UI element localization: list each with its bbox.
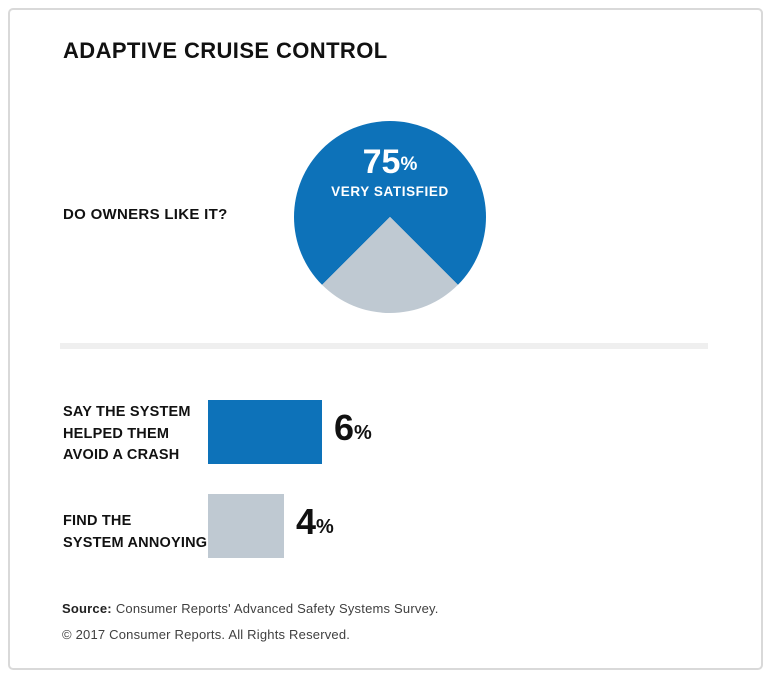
pie-value-number: 75	[362, 143, 401, 181]
bar-label-annoying: FIND THE SYSTEM ANNOYING	[63, 513, 208, 551]
percent-sign: %	[354, 422, 372, 444]
source-label: Source:	[62, 601, 112, 616]
bar-value-annoying: 4%	[296, 501, 334, 542]
satisfaction-pie-chart: 75% VERY SATISFIED	[294, 121, 486, 313]
copyright-line: © 2017 Consumer Reports. All Rights Rese…	[62, 627, 351, 642]
source-line: Source: Consumer Reports' Advanced Safety…	[62, 601, 439, 616]
pie-sublabel: VERY SATISFIED	[331, 184, 449, 199]
section-divider	[60, 343, 708, 349]
percent-sign: %	[316, 516, 334, 538]
bar-label-avoid-crash: SAY THE SYSTEM HELPED THEM AVOID A CRASH	[63, 404, 191, 463]
page-title: ADAPTIVE CRUISE CONTROL	[63, 38, 388, 63]
pie-question-label: DO OWNERS LIKE IT?	[63, 206, 228, 223]
source-text: Consumer Reports' Advanced Safety System…	[115, 601, 439, 616]
pie-center-label: 75% VERY SATISFIED	[294, 144, 486, 199]
pie-value-percent-sign: %	[400, 154, 418, 175]
card-frame	[8, 8, 763, 670]
bar-avoid-crash	[208, 400, 322, 464]
pie-value: 75%	[294, 144, 486, 183]
bar-value-avoid-crash: 6%	[334, 407, 372, 448]
bar-annoying	[208, 494, 284, 558]
